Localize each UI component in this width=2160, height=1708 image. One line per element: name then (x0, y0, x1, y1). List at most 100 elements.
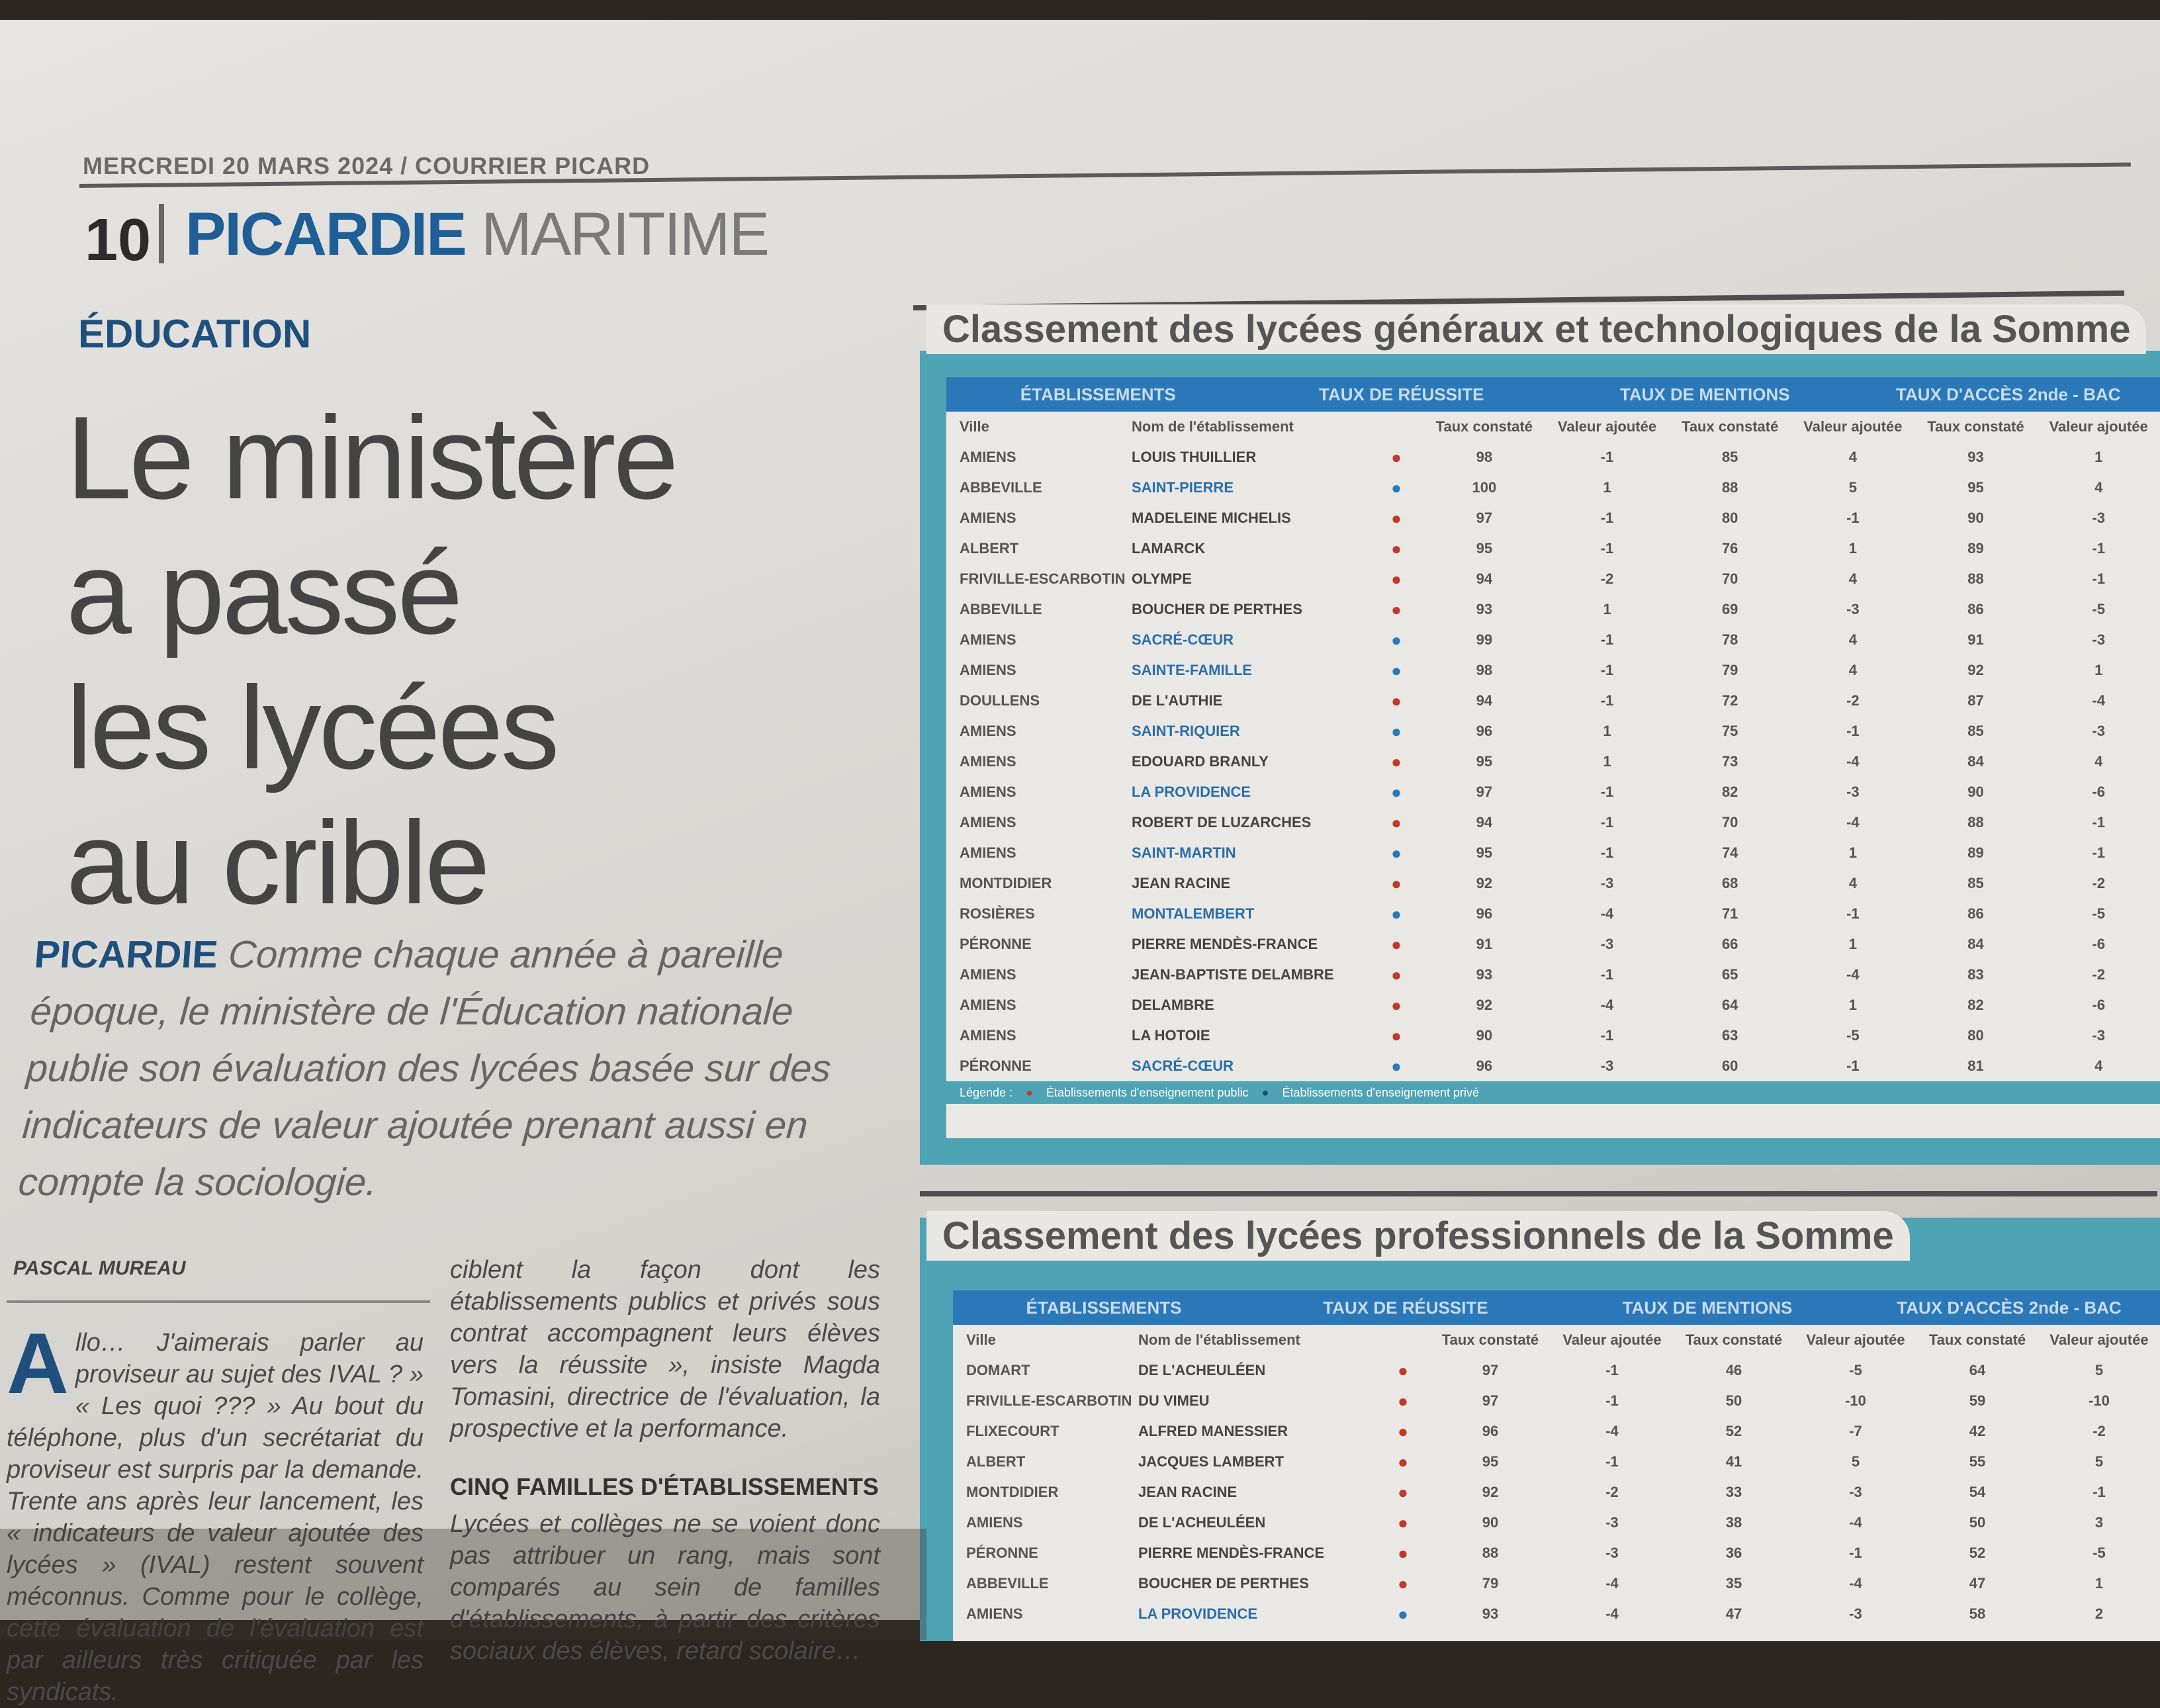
value-cell: -2 (1551, 1484, 1673, 1501)
private-dot-icon: ● (1370, 721, 1423, 742)
value-cell: -3 (1795, 1484, 1916, 1501)
school-name-cell: LAMARCK (1132, 540, 1370, 557)
value-cell: -4 (1791, 814, 1914, 831)
value-cell: 1 (2038, 1575, 2160, 1592)
value-cell: 41 (1673, 1453, 1795, 1470)
value-cell: -1 (1546, 510, 1669, 527)
city-cell: ALBERT (946, 540, 1132, 557)
value-cell: 1 (2037, 662, 2160, 679)
value-cell: 75 (1668, 723, 1791, 740)
value-cell: -1 (1551, 1453, 1673, 1470)
public-dot-icon: ● (1370, 600, 1423, 620)
public-dot-icon: ● (1376, 1452, 1429, 1472)
column-header: Taux constaté (1914, 418, 2038, 435)
city-cell: PÉRONNE (946, 936, 1132, 953)
city-cell: FRIVILLE-ESCARBOTIN (953, 1392, 1138, 1410)
value-cell: 65 (1668, 966, 1791, 983)
value-cell: -2 (2037, 966, 2160, 983)
value-cell: 74 (1668, 844, 1791, 862)
value-cell: 64 (1916, 1362, 2038, 1379)
value-cell: 1 (1791, 997, 1914, 1014)
value-cell: -2 (1546, 570, 1669, 588)
public-dot-icon: ● (1370, 539, 1423, 559)
value-cell: -3 (1546, 936, 1669, 953)
value-cell: 88 (1914, 570, 2038, 588)
table-legend: Légende : ●Établissements d'enseignement… (946, 1081, 2160, 1104)
value-cell: 33 (1673, 1484, 1795, 1501)
school-name-cell: BOUCHER DE PERTHES (1138, 1575, 1376, 1592)
value-cell: 90 (1914, 510, 2038, 527)
value-cell: -5 (1791, 1027, 1914, 1044)
value-cell: -5 (2037, 601, 2160, 618)
value-cell: -4 (1551, 1575, 1673, 1592)
value-cell: -3 (1546, 1057, 1669, 1075)
value-cell: 47 (1916, 1575, 2038, 1592)
value-cell: -4 (1546, 997, 1669, 1014)
value-cell: 83 (1914, 966, 2038, 983)
value-cell: 88 (1429, 1545, 1551, 1562)
value-cell: 89 (1914, 540, 2038, 557)
group-header: ÉTABLISSEMENTS (953, 1298, 1255, 1318)
value-cell: 68 (1668, 875, 1791, 892)
value-cell: 90 (1423, 1027, 1546, 1044)
headline-line: Le ministère (66, 390, 676, 525)
private-dot-icon: ● (1370, 478, 1423, 498)
value-cell: 95 (1423, 753, 1546, 770)
group-header: TAUX DE MENTIONS (1553, 384, 1857, 405)
school-name-cell: LA HOTOIE (1132, 1027, 1370, 1044)
public-dot-icon: ● (1370, 1026, 1423, 1046)
private-dot-icon: ● (1370, 630, 1423, 651)
private-dot-icon: ● (1370, 1056, 1423, 1077)
value-cell: 5 (1791, 479, 1914, 496)
city-cell: ABBEVILLE (946, 479, 1132, 496)
value-cell: 80 (1668, 510, 1791, 527)
column-text: ciblent la façon dont les établissements… (450, 1254, 880, 1445)
value-cell: -1 (1546, 692, 1669, 709)
school-name-cell: SAINT-MARTIN (1132, 844, 1370, 862)
value-cell: -10 (2038, 1392, 2160, 1410)
value-cell: -6 (2037, 997, 2160, 1014)
column-header: Valeur ajoutée (2038, 1331, 2160, 1349)
value-cell: 1 (2037, 449, 2160, 466)
value-cell: -3 (2037, 631, 2160, 649)
value-cell: 38 (1673, 1514, 1795, 1531)
city-cell: ROSIÈRES (946, 905, 1132, 922)
school-name-cell: SACRÉ-CŒUR (1132, 1057, 1370, 1075)
school-name-cell: MONTALEMBERT (1132, 905, 1370, 922)
value-cell: 97 (1423, 784, 1546, 801)
shadow-overlay (0, 1529, 926, 1640)
value-cell: -1 (1551, 1362, 1673, 1379)
value-cell: 54 (1916, 1484, 2038, 1501)
city-cell: AMIENS (953, 1605, 1138, 1623)
value-cell: 4 (1791, 631, 1914, 649)
value-cell: 60 (1668, 1057, 1791, 1075)
school-name-cell: LOUIS THUILLIER (1132, 449, 1370, 466)
value-cell: 95 (1429, 1453, 1551, 1470)
school-name-cell: ALFRED MANESSIER (1138, 1423, 1376, 1440)
group-header: ÉTABLISSEMENTS (946, 384, 1250, 405)
value-cell: 94 (1423, 570, 1546, 588)
value-cell: -3 (1551, 1545, 1673, 1562)
value-cell: 52 (1673, 1423, 1795, 1440)
value-cell: 52 (1916, 1545, 2038, 1562)
section-primary: PICARDIE (185, 201, 466, 268)
value-cell: 1 (1546, 753, 1669, 770)
city-cell: PÉRONNE (953, 1545, 1138, 1562)
legend-label: Légende : (960, 1086, 1012, 1100)
city-cell: MONTDIDIER (946, 875, 1132, 892)
column-header: Ville (946, 418, 1132, 435)
city-cell: AMIENS (946, 784, 1132, 801)
school-name-cell: EDOUARD BRANLY (1132, 753, 1370, 770)
city-cell: DOULLENS (946, 692, 1132, 709)
